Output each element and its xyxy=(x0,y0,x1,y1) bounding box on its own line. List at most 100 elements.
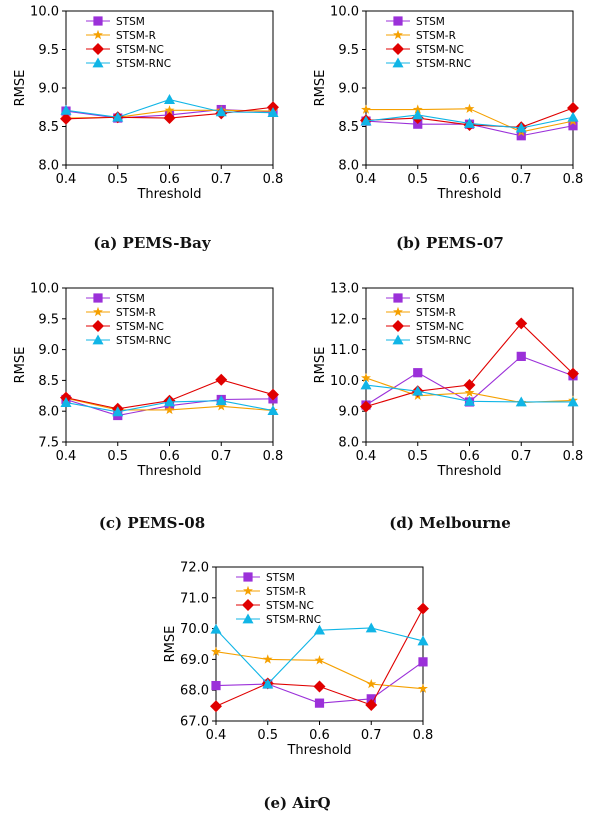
x-tick-label: 0.4 xyxy=(56,172,77,187)
x-tick-label: 0.7 xyxy=(511,449,532,464)
chart-panel-c: 7.5 8.0 8.5 9.0 9.5 10.0 0.4 0.5 0.6 0.7 0.8 Thresh… xyxy=(0,277,300,492)
data-point xyxy=(210,700,222,713)
legend-label: STSM-RNC xyxy=(266,614,321,626)
legend-label: STSM-NC xyxy=(416,44,464,56)
data-point xyxy=(413,119,423,129)
data-point xyxy=(314,655,325,665)
x-tick-label: 0.8 xyxy=(263,449,284,464)
y-tick-label: 8.0 xyxy=(38,405,59,420)
data-point xyxy=(417,635,429,646)
data-point xyxy=(412,104,423,114)
legend-marker xyxy=(242,613,254,624)
data-point xyxy=(262,678,274,689)
legend-marker xyxy=(392,57,404,68)
data-point xyxy=(463,395,476,406)
legend-marker xyxy=(393,293,403,303)
series-stsm-rnc xyxy=(360,379,579,407)
legend-marker xyxy=(92,334,104,345)
x-tick-label: 0.6 xyxy=(159,172,180,187)
x-axis-label: Threshold xyxy=(436,464,501,479)
legend: STSM STSM-R STSM-NC STSM-RNC xyxy=(86,16,171,70)
data-point xyxy=(211,680,221,691)
data-point xyxy=(515,317,528,330)
legend-marker xyxy=(93,306,103,317)
data-point xyxy=(361,372,371,383)
data-point xyxy=(262,654,273,664)
x-tick-label: 0.6 xyxy=(459,172,480,187)
legend-label: STSM-R xyxy=(116,307,156,319)
legend-marker xyxy=(242,599,254,611)
data-point xyxy=(267,107,279,118)
legend-label: STSM xyxy=(416,293,445,305)
x-tick-label: 0.8 xyxy=(563,172,584,187)
y-tick-label: 67.0 xyxy=(180,715,209,730)
legend-marker xyxy=(393,16,403,26)
y-tick-label: 8.5 xyxy=(38,120,59,135)
legend-label: STSM-NC xyxy=(266,600,314,612)
data-point xyxy=(464,387,475,397)
data-point xyxy=(267,388,279,401)
x-axis-label: Threshold xyxy=(136,187,201,202)
data-point xyxy=(567,396,579,407)
legend-label: STSM-RNC xyxy=(416,58,471,70)
legend-label: STSM-NC xyxy=(116,321,164,333)
data-point xyxy=(516,131,526,141)
y-tick-label: 9.0 xyxy=(338,82,359,97)
legend: STSM STSM-R STSM-NC STSM-RNC xyxy=(236,572,321,626)
data-point xyxy=(210,623,222,634)
y-axis-label: RMSE xyxy=(163,626,178,663)
x-tick-label: 0.5 xyxy=(407,172,428,187)
x-axis-label: Threshold xyxy=(136,464,201,479)
legend-marker xyxy=(392,43,404,55)
caption-d: (d) Melbourne xyxy=(389,514,511,532)
data-point xyxy=(365,622,377,633)
x-axis-label: Threshold xyxy=(286,743,351,758)
legend: STSM STSM-R STSM-NC STSM-RNC xyxy=(86,293,171,347)
chart-panel-d: 8.0 9.0 10.0 11.0 12.0 13.0 0.4 0.5 0.6 0.7 0.8 Thr… xyxy=(300,277,594,492)
y-axis-label: RMSE xyxy=(13,70,28,107)
y-tick-label: 8.0 xyxy=(338,436,359,451)
legend-marker xyxy=(243,585,253,596)
data-point xyxy=(568,121,578,131)
legend-marker xyxy=(92,43,104,55)
legend-label: STSM-NC xyxy=(116,44,164,56)
series-stsm-rnc xyxy=(210,622,429,689)
legend-marker xyxy=(92,320,104,332)
y-tick-label: 9.5 xyxy=(38,43,59,58)
caption-c: (c) PEMS-08 xyxy=(98,514,206,532)
legend-label: STSM xyxy=(116,293,145,305)
x-tick-label: 0.5 xyxy=(107,449,128,464)
y-tick-label: 12.0 xyxy=(330,312,359,327)
legend-label: STSM xyxy=(266,572,295,584)
y-tick-label: 9.0 xyxy=(38,82,59,97)
y-axis-label: RMSE xyxy=(313,70,328,107)
legend-marker xyxy=(393,306,403,317)
data-point xyxy=(418,683,428,693)
series-stsm-r xyxy=(211,646,428,693)
data-point xyxy=(515,396,527,407)
x-tick-label: 0.5 xyxy=(107,172,128,187)
x-tick-label: 0.4 xyxy=(356,449,377,464)
data-point xyxy=(361,104,371,114)
x-tick-label: 0.4 xyxy=(56,449,77,464)
y-tick-label: 68.0 xyxy=(180,684,209,699)
series-stsm-nc xyxy=(60,101,279,125)
x-tick-label: 0.7 xyxy=(511,172,532,187)
data-point xyxy=(365,699,378,711)
chart-pems-bay: 8.0 8.5 9.0 9.5 10.0 0.4 0.5 0.6 0.7 0.8 Threshold… xyxy=(13,5,283,203)
legend-marker xyxy=(92,57,104,68)
y-axis-label: RMSE xyxy=(313,347,328,384)
data-point xyxy=(464,103,475,113)
data-point xyxy=(417,602,429,615)
legend-marker xyxy=(243,572,253,582)
legend-marker xyxy=(393,29,403,40)
series-stsm-rnc xyxy=(60,94,279,122)
chart-panel-b: 8.0 8.5 9.0 9.5 10.0 0.4 0.5 0.6 0.7 0.8 Threshold… xyxy=(300,0,594,215)
data-point xyxy=(163,396,176,407)
data-point xyxy=(215,395,227,406)
legend-label: STSM xyxy=(416,16,445,28)
chart-panel-e: 67.0 68.0 69.0 70.0 71.0 72.0 0.4 0.5 0.6 0.7 0.8 T… xyxy=(150,556,450,771)
data-point xyxy=(366,694,376,704)
x-tick-label: 0.7 xyxy=(361,728,382,743)
x-tick-label: 0.6 xyxy=(309,728,330,743)
